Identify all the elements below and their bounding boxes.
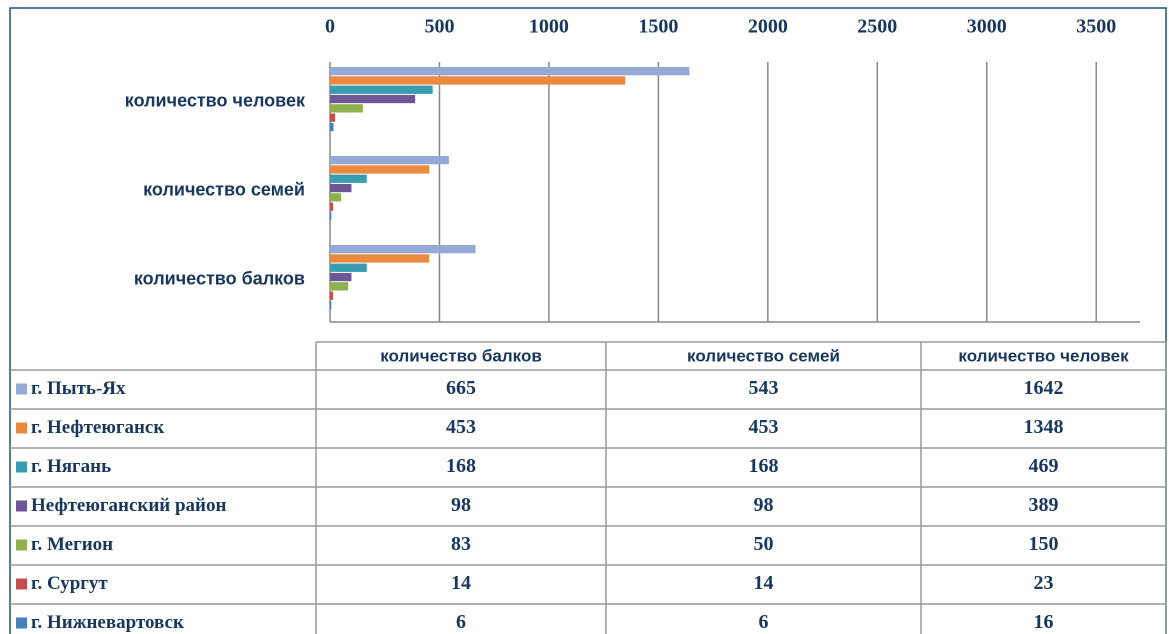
table-cell: 14 xyxy=(754,572,774,594)
table-cell: 168 xyxy=(749,455,779,477)
table-cell: 453 xyxy=(749,416,779,438)
legend-key xyxy=(16,422,27,434)
legend-key xyxy=(16,539,27,551)
table-cell: 665 xyxy=(446,377,476,399)
table-cell: 469 xyxy=(1029,455,1059,477)
table-cell: 6 xyxy=(456,611,466,633)
table-cell: 6 xyxy=(759,611,769,633)
table-header: количество семей xyxy=(687,346,840,365)
category-label: количество человек xyxy=(125,90,306,110)
legend-key xyxy=(16,383,27,395)
bar xyxy=(330,104,363,113)
table-cell: 1642 xyxy=(1024,377,1064,399)
bar xyxy=(330,202,334,211)
legend-label: г. Мегион xyxy=(31,534,113,555)
legend-label: г. Нефтеюганск xyxy=(31,417,164,438)
bar xyxy=(330,94,416,104)
bar xyxy=(330,291,334,300)
table-cell: 50 xyxy=(754,533,774,555)
table-cell: 168 xyxy=(446,455,476,477)
table-cell: 16 xyxy=(1034,611,1054,633)
table-cell: 150 xyxy=(1029,533,1059,555)
table-header: количество балков xyxy=(380,346,542,365)
table-cell: 23 xyxy=(1034,572,1054,594)
table-header: количество человек xyxy=(958,346,1129,365)
bar xyxy=(330,165,430,174)
x-tick-label: 0 xyxy=(325,16,335,38)
bar xyxy=(330,263,367,272)
table-cell: 98 xyxy=(451,494,471,516)
category-label: количество балков xyxy=(134,268,305,288)
table-cell: 389 xyxy=(1029,494,1059,516)
table-cell: 543 xyxy=(749,377,779,399)
table-cell: 1348 xyxy=(1024,416,1064,438)
legend-key xyxy=(16,500,27,512)
table-cell: 98 xyxy=(754,494,774,516)
x-tick-label: 3000 xyxy=(967,16,1007,38)
bar xyxy=(330,282,349,291)
x-tick-label: 3500 xyxy=(1076,16,1116,38)
x-tick-label: 2500 xyxy=(857,16,897,38)
bar xyxy=(330,113,336,122)
bar xyxy=(330,156,449,165)
bar xyxy=(330,76,626,85)
legend-label: г. Пыть-Ях xyxy=(31,378,126,399)
bar xyxy=(330,211,332,221)
bar xyxy=(330,85,433,94)
bar xyxy=(330,122,334,132)
legend-key xyxy=(16,578,27,590)
table-cell: 453 xyxy=(446,416,476,438)
bar xyxy=(330,300,332,310)
category-label: количество семей xyxy=(143,179,305,199)
legend-key xyxy=(16,617,27,629)
bar xyxy=(330,272,352,282)
bar xyxy=(330,254,430,263)
legend-label: Нефтеюганский район xyxy=(31,495,226,516)
legend-label: г. Сургут xyxy=(31,573,108,594)
x-tick-label: 1500 xyxy=(638,16,678,38)
legend-key xyxy=(16,461,27,473)
bar xyxy=(330,193,341,202)
x-tick-label: 2000 xyxy=(748,16,788,38)
bar xyxy=(330,183,352,193)
bar xyxy=(330,67,690,76)
x-tick-label: 500 xyxy=(424,16,454,38)
x-tick-label: 1000 xyxy=(529,16,569,38)
table-cell: 14 xyxy=(451,572,471,594)
legend-label: г. Нижневартовск xyxy=(31,612,184,633)
bar xyxy=(330,245,476,254)
legend-label: г. Нягань xyxy=(31,456,111,477)
bar xyxy=(330,174,367,183)
table-cell: 83 xyxy=(451,533,471,555)
frame xyxy=(9,7,1167,634)
